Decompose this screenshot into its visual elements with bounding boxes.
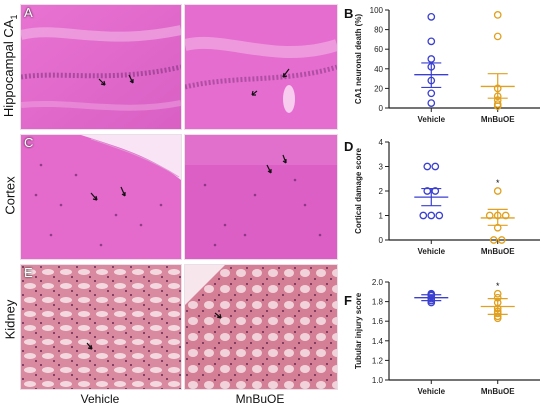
y-tick-label: 80 (374, 26, 383, 35)
kidney-mnbuoe-image (185, 265, 337, 389)
x-tick-label: Vehicle (417, 247, 445, 256)
panel-letter-b: B (344, 6, 354, 21)
data-point (493, 187, 502, 195)
y-tick-label: 1.2 (372, 356, 384, 365)
data-point (427, 89, 436, 98)
micrograph-hippocampus-vehicle (20, 4, 182, 130)
y-tick-label: 4 (379, 138, 384, 147)
data-point (427, 37, 436, 46)
y-tick-label: 100 (370, 6, 384, 15)
y-tick-label: 0 (379, 236, 384, 245)
data-point (435, 211, 444, 220)
data-point (485, 211, 494, 220)
y-tick-label: 1 (379, 212, 384, 221)
kidney-vehicle-image (21, 265, 181, 389)
data-point (431, 187, 440, 195)
data-point (419, 211, 428, 220)
data-point (493, 314, 502, 323)
y-tick-label: 60 (374, 45, 383, 54)
y-axis-label: Cortical damage score (354, 148, 363, 234)
panel-letter-c: C (24, 135, 34, 150)
panel-letter-e: E (24, 265, 33, 280)
panel-letter-f: F (344, 293, 352, 308)
hippocampus-vehicle-image (21, 5, 181, 129)
significance-marker: * (496, 281, 500, 291)
y-tick-label: 1.8 (372, 298, 384, 307)
row-label-cortex: Cortex (2, 176, 18, 215)
micrograph-kidney-vehicle (20, 264, 182, 390)
data-point (427, 13, 436, 21)
panel-letter-a: A (24, 5, 33, 20)
y-tick-label: 0 (379, 104, 384, 113)
y-tick-label: 20 (374, 84, 383, 93)
y-tick-label: 2 (379, 187, 384, 196)
micrograph-cortex-vehicle (20, 134, 182, 260)
micrograph-kidney-mnbuoe (184, 264, 338, 390)
data-point (493, 102, 502, 110)
chart-d-cortical-damage: 0 1 2 3 4 Cortical damage score Vehicle MnBuOE * (354, 138, 540, 256)
x-tick-label: MnBuOE (481, 387, 515, 396)
cortex-mnbuoe-image (185, 135, 337, 259)
col-label-mnbuoe: MnBuOE (235, 392, 285, 406)
data-point (423, 162, 432, 171)
y-tick-label: 3 (379, 163, 384, 172)
data-point (489, 236, 498, 244)
panel-letter-d: D (344, 139, 354, 154)
data-point (493, 289, 502, 298)
row-label-kidney: Kidney (2, 299, 18, 340)
cortex-vehicle-image (21, 135, 181, 259)
col-label-vehicle: Vehicle (80, 392, 120, 406)
x-tick-label: Vehicle (417, 115, 445, 124)
data-point (493, 32, 502, 41)
y-tick-label: 1.0 (372, 376, 384, 385)
data-point (493, 11, 502, 19)
data-point (497, 236, 506, 244)
micrograph-cortex-mnbuoe (184, 134, 338, 260)
y-tick-label: 1.6 (372, 317, 384, 326)
y-tick-label: 2.0 (372, 278, 384, 287)
data-point (427, 211, 436, 220)
y-axis-label: CA1 neuronal death (%) (354, 14, 363, 105)
y-tick-label: 40 (374, 65, 383, 74)
y-axis-label: Tubular injury score (354, 292, 363, 369)
y-tick-label: 1.4 (372, 337, 384, 346)
row-label-hippocampus: Hippocampal CA1 (1, 14, 19, 118)
micrograph-hippocampus-mnbuoe (184, 4, 338, 130)
data-point (431, 162, 440, 171)
significance-marker: * (496, 178, 500, 188)
data-point (423, 187, 432, 195)
data-point (427, 55, 436, 63)
hippocampus-mnbuoe-image (185, 5, 337, 129)
data-point (427, 99, 436, 107)
x-tick-label: MnBuOE (481, 247, 515, 256)
chart-b-ca1-neuronal-death: 0 20 40 60 80 100 CA1 neuronal death (%) Vehicl… (354, 6, 540, 124)
x-tick-label: Vehicle (417, 387, 445, 396)
chart-f-tubular-injury: 1.0 1.2 1.4 1.6 1.8 2.0 Tubular injury score Ve… (354, 278, 540, 396)
x-tick-label: MnBuOE (481, 115, 515, 124)
data-point (501, 211, 510, 220)
